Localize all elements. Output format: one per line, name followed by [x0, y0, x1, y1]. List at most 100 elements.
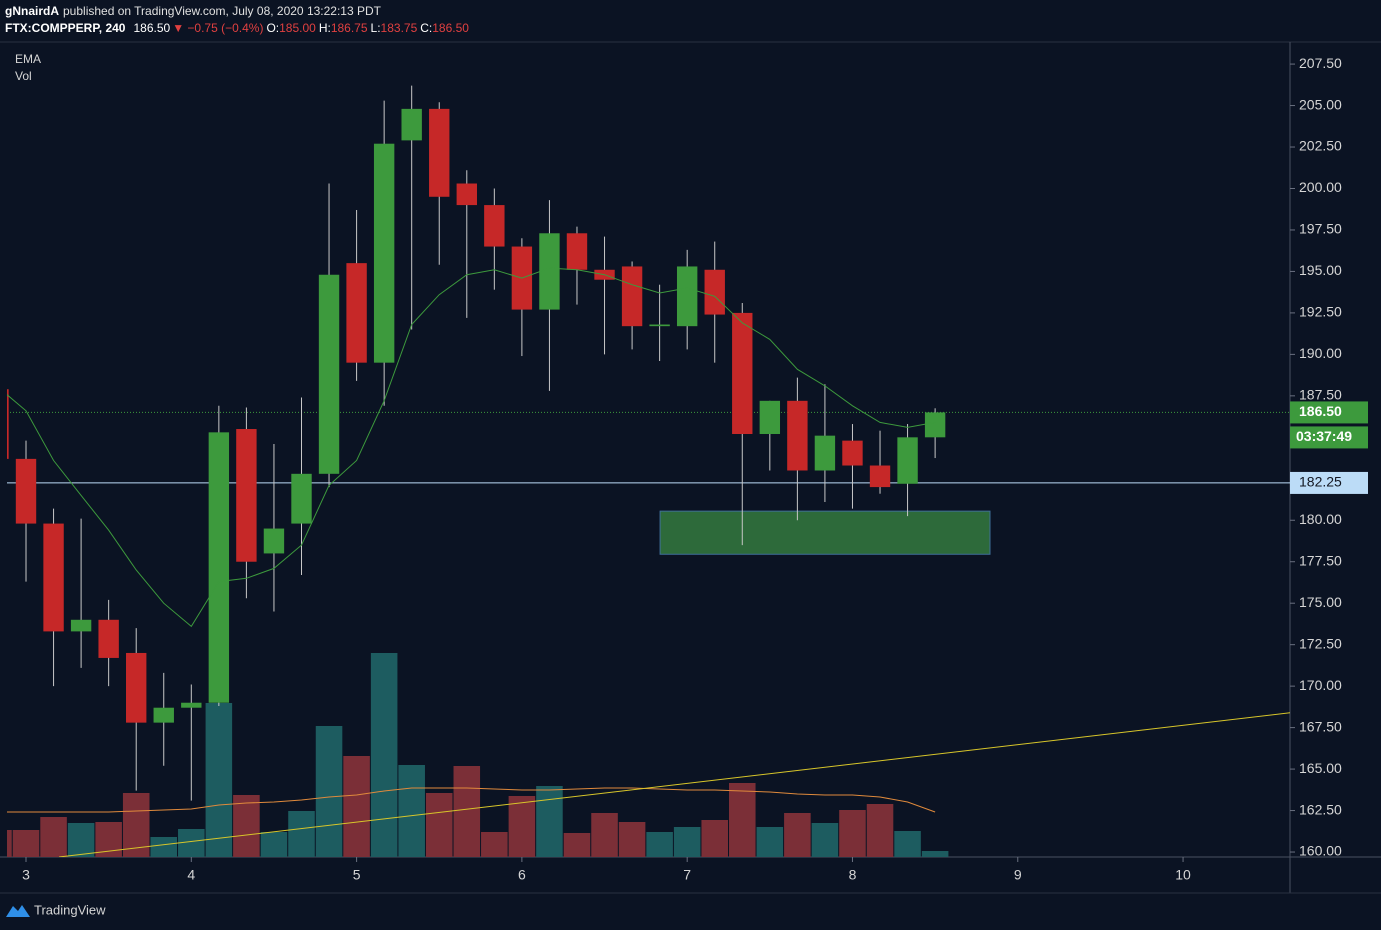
- candle-body: [429, 108, 450, 197]
- candle-body: [539, 233, 560, 310]
- volume-bar: [563, 833, 591, 857]
- candle-body: [208, 432, 230, 703]
- x-tick-label: 7: [683, 867, 691, 883]
- x-tick-label: 6: [518, 867, 526, 883]
- logo: [6, 905, 30, 917]
- candle-body: [814, 435, 836, 471]
- y-tick-label: 172.50: [1299, 635, 1342, 651]
- y-tick-label: 195.00: [1299, 262, 1342, 278]
- candle-body: [676, 266, 698, 327]
- x-tick-label: 5: [353, 867, 361, 883]
- candle-body: [153, 707, 174, 723]
- support-zone: [659, 510, 991, 555]
- candle-body: [732, 312, 753, 434]
- hline-label: 182.25: [1299, 474, 1342, 490]
- axes: 160.00 162.50 165.00 167.50 170.00 172.50 175.…: [22, 55, 1368, 883]
- y-tick-label: 180.00: [1299, 511, 1342, 527]
- y-tick-label: 167.50: [1299, 718, 1342, 734]
- volume-bar: [453, 766, 481, 857]
- last-price-box: [1290, 401, 1368, 424]
- change: ▼ −0.75 (−0.4%): [172, 21, 263, 35]
- candle-body: [869, 465, 891, 488]
- candle-body: [291, 473, 312, 524]
- volume-bar: [839, 810, 866, 857]
- candle-body: [456, 183, 477, 206]
- volume-bar: [343, 756, 370, 857]
- candle-body: [484, 205, 505, 247]
- last: 186.50: [133, 21, 170, 35]
- countdown-box: [1290, 426, 1368, 449]
- indicator-label: EMA: [15, 52, 41, 66]
- ohlc-label: C:: [420, 21, 432, 35]
- candle-body: [98, 619, 119, 658]
- candle-body: [649, 324, 670, 327]
- volume-bar: [12, 830, 40, 857]
- header-line: gNnairdA published on TradingView.com, Ju…: [5, 4, 382, 18]
- volume-bar: [95, 822, 122, 857]
- volume-bar: [288, 811, 315, 857]
- y-tick-label: 160.00: [1299, 843, 1342, 859]
- volume-bar: [728, 783, 756, 857]
- candle-body: [318, 274, 340, 474]
- ohlc-value: 183.75: [381, 21, 418, 35]
- published: published on TradingView.com, July 08, 2…: [63, 4, 382, 18]
- candle-body: [842, 440, 863, 466]
- y-tick-label: 192.50: [1299, 304, 1342, 320]
- volume-bar: [701, 820, 729, 857]
- candle-body: [924, 412, 946, 438]
- y-tick-label: 207.50: [1299, 55, 1342, 71]
- candle-body: [263, 528, 285, 554]
- volume-bar: [618, 822, 646, 857]
- volume-bar: [67, 823, 95, 857]
- y-tick-label: 190.00: [1299, 345, 1342, 361]
- candle-body: [126, 652, 147, 723]
- volume-bar: [894, 831, 921, 857]
- volume-bar: [508, 796, 536, 857]
- y-tick-label: 170.00: [1299, 677, 1342, 693]
- volume-bar: [425, 793, 453, 857]
- symbol-line: FTX:COMPPERP, 240 186.50 ▼ −0.75 (−0.4%) O:…: [5, 21, 469, 35]
- candle-body: [373, 143, 395, 363]
- hline-box: [1290, 471, 1368, 494]
- candle-body: [704, 269, 725, 315]
- volume-bar: [866, 804, 894, 857]
- volume-bar: [150, 837, 178, 857]
- volume-bar: [398, 765, 425, 857]
- ohlc-label: O:: [266, 21, 279, 35]
- trendline: [59, 712, 1290, 857]
- y-tick-label: 200.00: [1299, 179, 1342, 195]
- volume-bar: [315, 726, 343, 857]
- candle-body: [181, 702, 202, 708]
- y-tick-label: 165.00: [1299, 760, 1342, 776]
- y-tick-label: 162.50: [1299, 801, 1342, 817]
- y-tick-label: 175.00: [1299, 594, 1342, 610]
- ohlc-label: H:: [319, 21, 331, 35]
- ohlc-value: 186.50: [432, 21, 469, 35]
- volume-bar: [370, 653, 398, 857]
- volume-bar: [591, 813, 618, 857]
- volume-bar: [7, 830, 12, 857]
- volume-bar: [40, 817, 67, 857]
- ohlc-label: L:: [371, 21, 381, 35]
- candle-body: [7, 389, 9, 459]
- candle-body: [759, 400, 781, 434]
- volume-bar: [233, 795, 260, 857]
- ohlc-value: 185.00: [279, 21, 316, 35]
- x-tick-label: 3: [22, 867, 30, 883]
- volume-ema: [7, 787, 936, 813]
- y-tick-label: 177.50: [1299, 552, 1342, 568]
- x-tick-label: 9: [1014, 867, 1022, 883]
- ohlc-value: 186.75: [331, 21, 368, 35]
- indicator-label: Vol: [15, 69, 32, 83]
- author: gNnairdA: [5, 4, 59, 18]
- volume-bar: [536, 786, 563, 857]
- candle-body: [43, 523, 64, 632]
- volume-bar: [673, 827, 701, 857]
- volume-bar: [646, 832, 673, 857]
- candle-body: [15, 458, 37, 524]
- y-tick-label: 202.50: [1299, 138, 1342, 154]
- last-price-label: 186.50: [1299, 403, 1342, 419]
- volume-bar: [205, 703, 233, 857]
- volume-bar: [784, 813, 811, 857]
